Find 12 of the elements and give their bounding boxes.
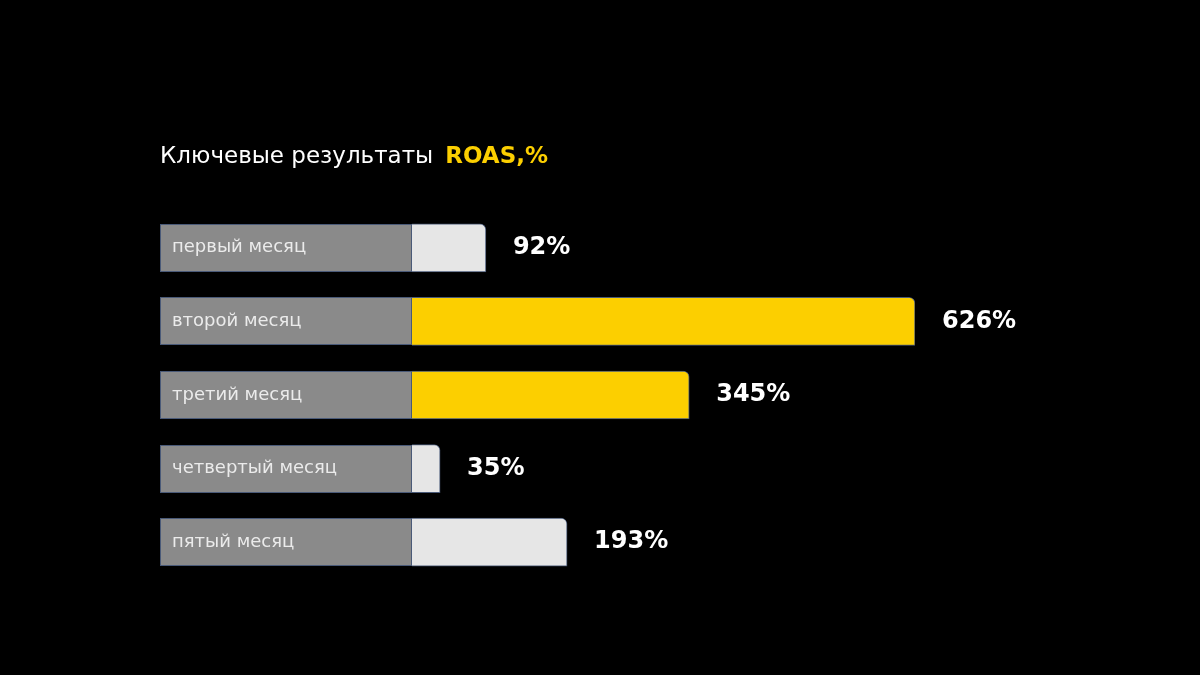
- chart-title: Ключевые результаты: [160, 142, 434, 168]
- data-label: 345%: [716, 379, 791, 408]
- data-label: 193%: [594, 526, 669, 555]
- y-tick-label: второй месяц: [172, 309, 302, 331]
- y-tick-label: четвертый месяц: [172, 456, 338, 478]
- y-tick-label: третий месяц: [172, 382, 303, 404]
- data-label: 92%: [512, 232, 571, 261]
- data-label: 35%: [467, 452, 525, 481]
- data-label: 626%: [942, 305, 1017, 334]
- y-tick-label: пятый месяц: [172, 529, 295, 551]
- y-tick-label: первый месяц: [172, 235, 307, 257]
- chart-subtitle: ROAS,%: [445, 142, 549, 168]
